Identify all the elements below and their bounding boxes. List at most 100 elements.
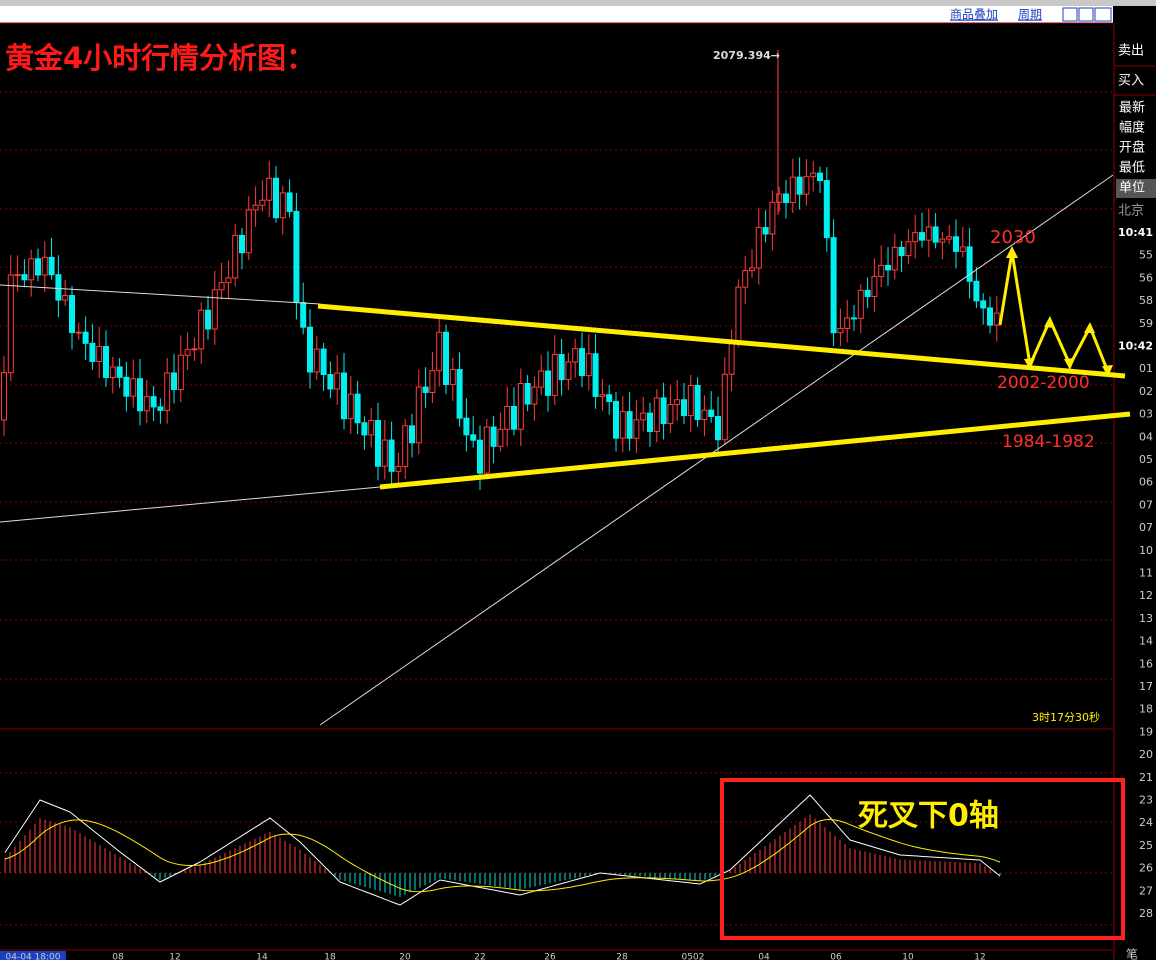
candle-body bbox=[259, 199, 266, 206]
candle-body bbox=[715, 415, 721, 441]
candle-body bbox=[572, 348, 579, 363]
candle-body bbox=[953, 236, 959, 252]
candle-body bbox=[381, 439, 388, 467]
candle-body bbox=[422, 386, 429, 393]
candle-body bbox=[674, 399, 681, 406]
candle-body bbox=[1, 372, 7, 421]
candle-body bbox=[830, 237, 837, 334]
x-axis-label: 22 bbox=[474, 953, 485, 960]
candle-body bbox=[755, 227, 762, 269]
candle-body bbox=[300, 302, 307, 328]
candle-body bbox=[470, 434, 477, 441]
candle-body bbox=[769, 201, 776, 235]
time-label: 02 bbox=[1139, 385, 1153, 398]
candle-body bbox=[823, 180, 830, 239]
candle-body bbox=[905, 241, 912, 257]
candle-body bbox=[225, 277, 232, 284]
candle-body bbox=[483, 426, 490, 474]
selected-field bbox=[1116, 179, 1156, 198]
time-label: 24 bbox=[1139, 816, 1153, 829]
candle-body bbox=[694, 385, 701, 421]
candle-body bbox=[239, 234, 245, 254]
candle-body bbox=[320, 348, 327, 376]
time-label: 26 bbox=[1139, 862, 1153, 875]
macd-dea bbox=[4, 818, 1001, 893]
candle-body bbox=[919, 232, 925, 241]
toolbar bbox=[0, 6, 1113, 23]
candle-body bbox=[633, 419, 640, 439]
candle-body bbox=[980, 300, 987, 309]
macd-dif bbox=[4, 794, 1001, 906]
candle-body bbox=[993, 312, 1000, 326]
x-axis-label: 04-04 18:00 bbox=[6, 953, 61, 960]
time-label: 59 bbox=[1139, 317, 1153, 330]
candle-body bbox=[96, 346, 103, 362]
time-label: 21 bbox=[1139, 771, 1153, 784]
candle-body bbox=[449, 369, 456, 386]
period-button[interactable]: 周期 bbox=[1018, 8, 1042, 22]
time-label: 20 bbox=[1139, 748, 1153, 761]
nav-zoom[interactable] bbox=[1094, 7, 1112, 22]
candle-body bbox=[545, 370, 551, 396]
candle-body bbox=[817, 172, 823, 182]
candle-body bbox=[456, 369, 463, 419]
candle-body bbox=[789, 176, 796, 204]
candle-body bbox=[171, 372, 177, 390]
field-label: 最新 bbox=[1119, 100, 1145, 116]
candle-body bbox=[653, 397, 660, 432]
support-label: 2002-2000 bbox=[997, 373, 1090, 393]
target-label: 2030 bbox=[990, 227, 1036, 248]
candle-body bbox=[898, 246, 905, 257]
macd-note: 死叉下0轴 bbox=[858, 799, 999, 834]
time-label: 56 bbox=[1139, 271, 1153, 284]
candle-body bbox=[504, 405, 511, 430]
candle-body bbox=[123, 376, 130, 397]
candle-body bbox=[415, 386, 422, 444]
window-strip bbox=[0, 0, 1156, 6]
arrow-head bbox=[1024, 358, 1035, 370]
candle-body bbox=[164, 372, 171, 411]
candle-body bbox=[436, 331, 443, 372]
time-label: 10:42 bbox=[1118, 340, 1153, 353]
time-label: 06 bbox=[1139, 476, 1153, 489]
candle-body bbox=[252, 204, 259, 211]
time-label: 07 bbox=[1139, 521, 1153, 534]
trend-line bbox=[0, 486, 381, 523]
nav-left[interactable] bbox=[1062, 7, 1078, 22]
time-label: 05 bbox=[1139, 453, 1153, 466]
overlay-button[interactable]: 商品叠加 bbox=[950, 7, 998, 22]
x-axis-label: 04 bbox=[758, 953, 770, 960]
candle-body bbox=[82, 331, 89, 344]
candle-body bbox=[198, 309, 205, 350]
time-label: 16 bbox=[1139, 657, 1153, 670]
candle-body bbox=[368, 420, 375, 436]
candle-body bbox=[28, 258, 35, 281]
candle-body bbox=[313, 348, 320, 373]
candle-body bbox=[103, 346, 109, 378]
candle-body bbox=[395, 466, 402, 472]
buy-label: 买入 bbox=[1118, 74, 1144, 89]
candle-body bbox=[307, 326, 313, 373]
x-axis-label: 08 bbox=[112, 953, 124, 960]
candle-body bbox=[361, 422, 368, 436]
macd bbox=[4, 794, 1001, 906]
candle-body bbox=[579, 348, 585, 377]
candle-body bbox=[150, 396, 157, 408]
candle-body bbox=[939, 238, 946, 243]
highlight-box bbox=[720, 778, 1125, 940]
candle-body bbox=[681, 399, 687, 417]
trend-line bbox=[0, 284, 321, 305]
candle-body bbox=[551, 354, 558, 396]
time-label: 13 bbox=[1139, 612, 1153, 625]
time-label: 28 bbox=[1139, 907, 1153, 920]
support-label: 1984-1982 bbox=[1002, 432, 1095, 452]
candle-body bbox=[347, 393, 354, 420]
nav-right[interactable] bbox=[1078, 7, 1094, 22]
candle-body bbox=[211, 289, 218, 330]
candle-body bbox=[932, 226, 939, 243]
candle-body bbox=[497, 428, 504, 447]
candle-body bbox=[864, 289, 871, 298]
candle-body bbox=[647, 412, 653, 432]
